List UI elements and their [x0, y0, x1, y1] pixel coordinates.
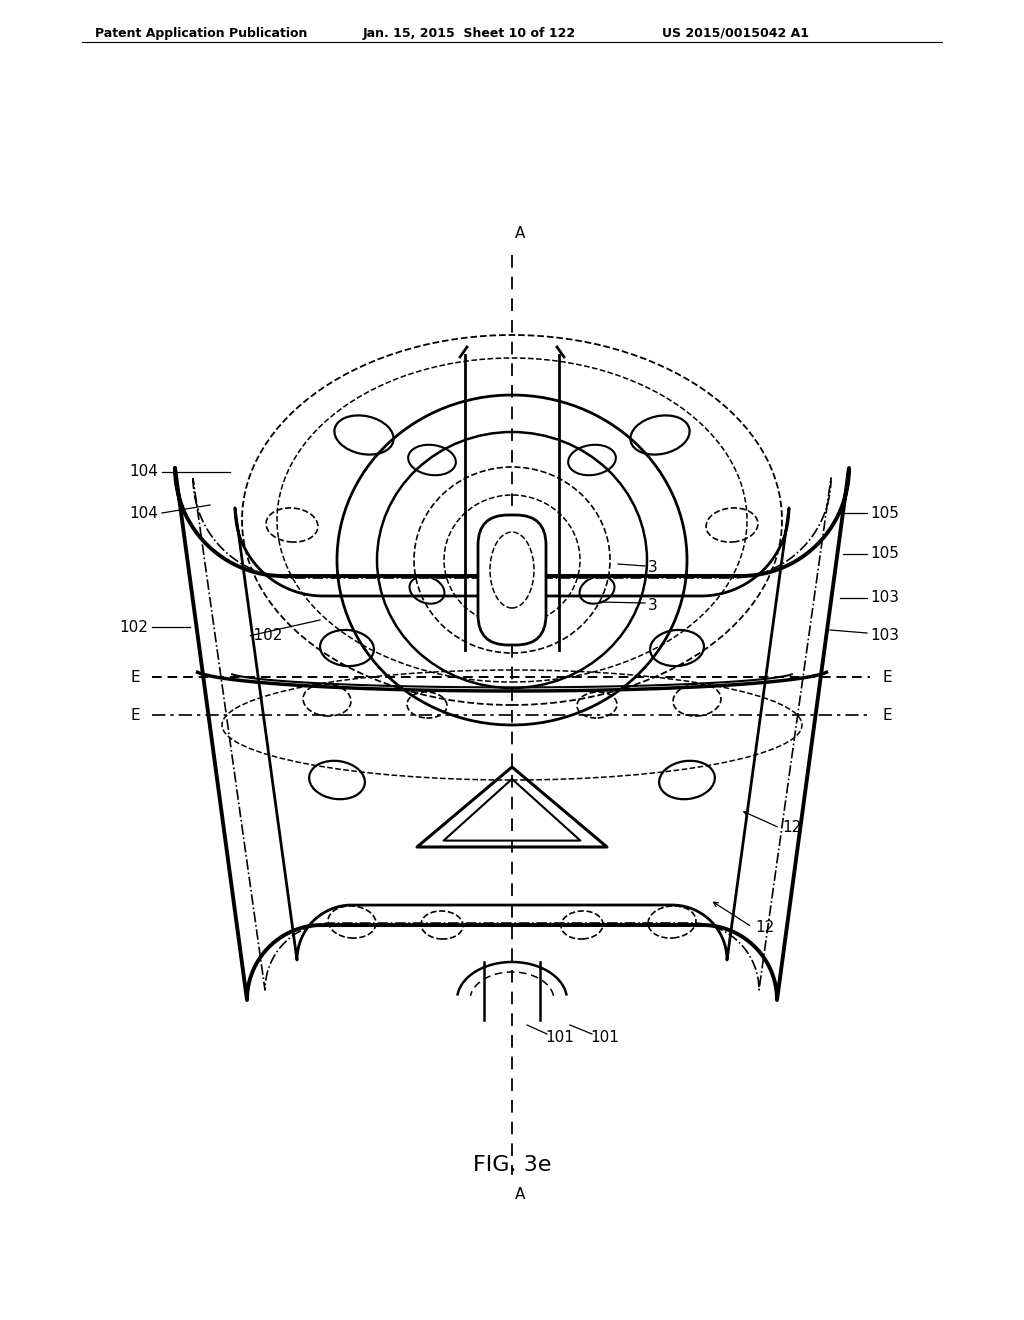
Text: E: E: [130, 708, 140, 722]
Text: 3: 3: [648, 598, 657, 612]
Text: 103: 103: [870, 590, 899, 606]
Text: E: E: [882, 669, 892, 685]
Text: A: A: [515, 1187, 525, 1203]
Text: 104: 104: [129, 506, 158, 520]
Text: -102: -102: [248, 627, 283, 643]
Text: E: E: [130, 669, 140, 685]
Text: 105: 105: [870, 546, 899, 561]
Text: Patent Application Publication: Patent Application Publication: [95, 26, 307, 40]
Text: 101: 101: [545, 1031, 573, 1045]
Text: FIG. 3e: FIG. 3e: [473, 1155, 551, 1175]
Text: 12: 12: [782, 821, 801, 836]
Text: 105: 105: [870, 506, 899, 520]
Text: 102: 102: [119, 619, 148, 635]
Text: 12: 12: [755, 920, 774, 935]
Text: 101: 101: [590, 1031, 618, 1045]
Text: 104: 104: [129, 465, 158, 479]
Text: 103: 103: [870, 627, 899, 643]
Text: 3: 3: [648, 561, 657, 576]
Text: A: A: [515, 226, 525, 242]
Text: Jan. 15, 2015  Sheet 10 of 122: Jan. 15, 2015 Sheet 10 of 122: [362, 26, 577, 40]
Text: E: E: [882, 708, 892, 722]
Text: US 2015/0015042 A1: US 2015/0015042 A1: [662, 26, 809, 40]
FancyBboxPatch shape: [478, 515, 546, 645]
